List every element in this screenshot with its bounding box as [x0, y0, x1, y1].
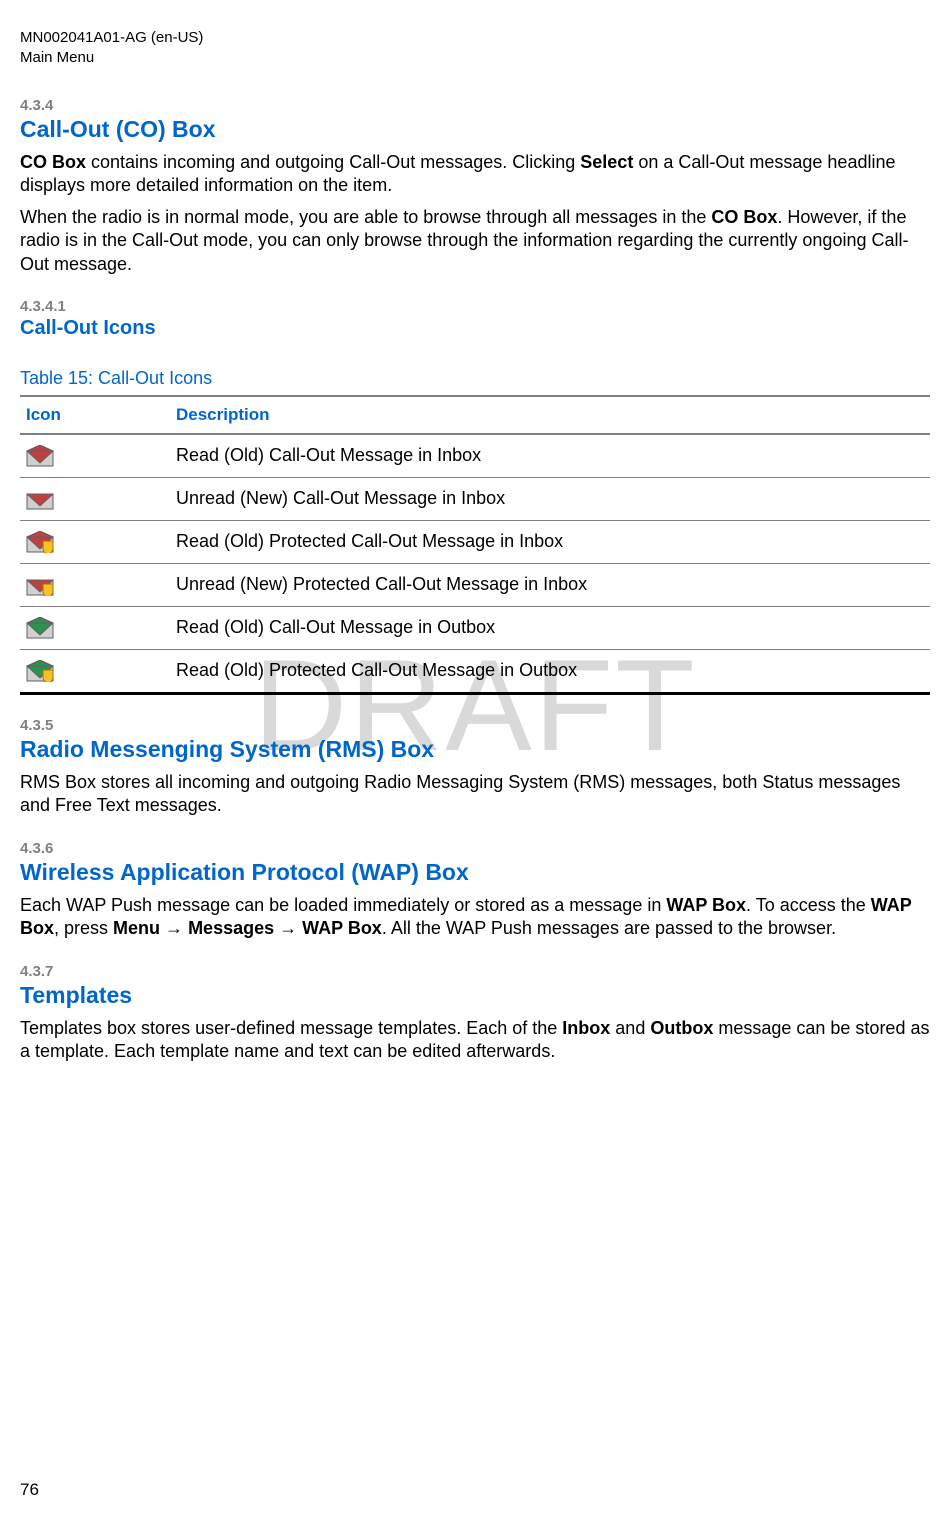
bold-text: Menu	[113, 918, 160, 938]
page-content: MN002041A01-AG (en-US) Main Menu 4.3.4 C…	[20, 28, 930, 1063]
envelope-icon	[20, 563, 170, 606]
section-number: 4.3.4	[20, 97, 930, 114]
paragraph: Templates box stores user-defined messag…	[20, 1017, 930, 1064]
body-text: Each WAP Push message can be loaded imme…	[20, 895, 666, 915]
icon-description: Unread (New) Protected Call-Out Message …	[170, 563, 930, 606]
doc-id: MN002041A01-AG (en-US)	[20, 28, 930, 48]
bold-text: Select	[580, 152, 633, 172]
table-row: Read (Old) Call-Out Message in Outbox	[20, 606, 930, 649]
subsection-title: Call-Out Icons	[20, 317, 930, 340]
body-text: . All the WAP Push messages are passed t…	[382, 918, 836, 938]
paragraph: RMS Box stores all incoming and outgoing…	[20, 771, 930, 818]
table-row: Read (Old) Call-Out Message in Inbox	[20, 434, 930, 478]
breadcrumb: Main Menu	[20, 48, 930, 68]
subsection-number: 4.3.4.1	[20, 298, 930, 315]
body-text: , press	[54, 918, 113, 938]
icon-description: Read (Old) Protected Call-Out Message in…	[170, 520, 930, 563]
icon-description: Unread (New) Call-Out Message in Inbox	[170, 477, 930, 520]
table-row: Read (Old) Protected Call-Out Message in…	[20, 649, 930, 693]
bold-text: Messages	[188, 918, 274, 938]
table-caption: Table 15: Call-Out Icons	[20, 368, 930, 389]
envelope-icon	[20, 434, 170, 478]
icon-description: Read (Old) Protected Call-Out Message in…	[170, 649, 930, 693]
bold-text: CO Box	[711, 207, 777, 227]
table-header-description: Description	[170, 396, 930, 434]
body-text: contains incoming and outgoing Call-Out …	[86, 152, 580, 172]
body-text: . To access the	[746, 895, 871, 915]
section-number: 4.3.5	[20, 717, 930, 734]
bold-text: CO Box	[20, 152, 86, 172]
body-text: When the radio is in normal mode, you ar…	[20, 207, 711, 227]
paragraph: Each WAP Push message can be loaded imme…	[20, 894, 930, 941]
page-number: 76	[20, 1480, 39, 1500]
body-text: and	[610, 1018, 650, 1038]
section-number: 4.3.7	[20, 963, 930, 980]
table-row: Unread (New) Call-Out Message in Inbox	[20, 477, 930, 520]
document-header: MN002041A01-AG (en-US) Main Menu	[20, 28, 930, 67]
envelope-icon	[20, 520, 170, 563]
paragraph: CO Box contains incoming and outgoing Ca…	[20, 151, 930, 198]
section-title: Wireless Application Protocol (WAP) Box	[20, 859, 930, 886]
section-title: Call-Out (CO) Box	[20, 116, 930, 143]
icon-description: Read (Old) Call-Out Message in Inbox	[170, 434, 930, 478]
table-row: Unread (New) Protected Call-Out Message …	[20, 563, 930, 606]
section-title: Templates	[20, 982, 930, 1009]
paragraph: When the radio is in normal mode, you ar…	[20, 206, 930, 276]
envelope-icon	[20, 649, 170, 693]
envelope-icon	[20, 606, 170, 649]
table-row: Read (Old) Protected Call-Out Message in…	[20, 520, 930, 563]
table-header-row: Icon Description	[20, 396, 930, 434]
body-text: →	[274, 918, 302, 938]
icon-description: Read (Old) Call-Out Message in Outbox	[170, 606, 930, 649]
bold-text: WAP Box	[666, 895, 746, 915]
body-text: Templates box stores user-defined messag…	[20, 1018, 562, 1038]
section-title: Radio Messenging System (RMS) Box	[20, 736, 930, 763]
section-number: 4.3.6	[20, 840, 930, 857]
callout-icons-table: Icon Description Read (Old) Call-Out Mes…	[20, 395, 930, 695]
envelope-icon	[20, 477, 170, 520]
bold-text: Inbox	[562, 1018, 610, 1038]
body-text: →	[160, 918, 188, 938]
table-header-icon: Icon	[20, 396, 170, 434]
bold-text: Outbox	[650, 1018, 713, 1038]
bold-text: WAP Box	[302, 918, 382, 938]
